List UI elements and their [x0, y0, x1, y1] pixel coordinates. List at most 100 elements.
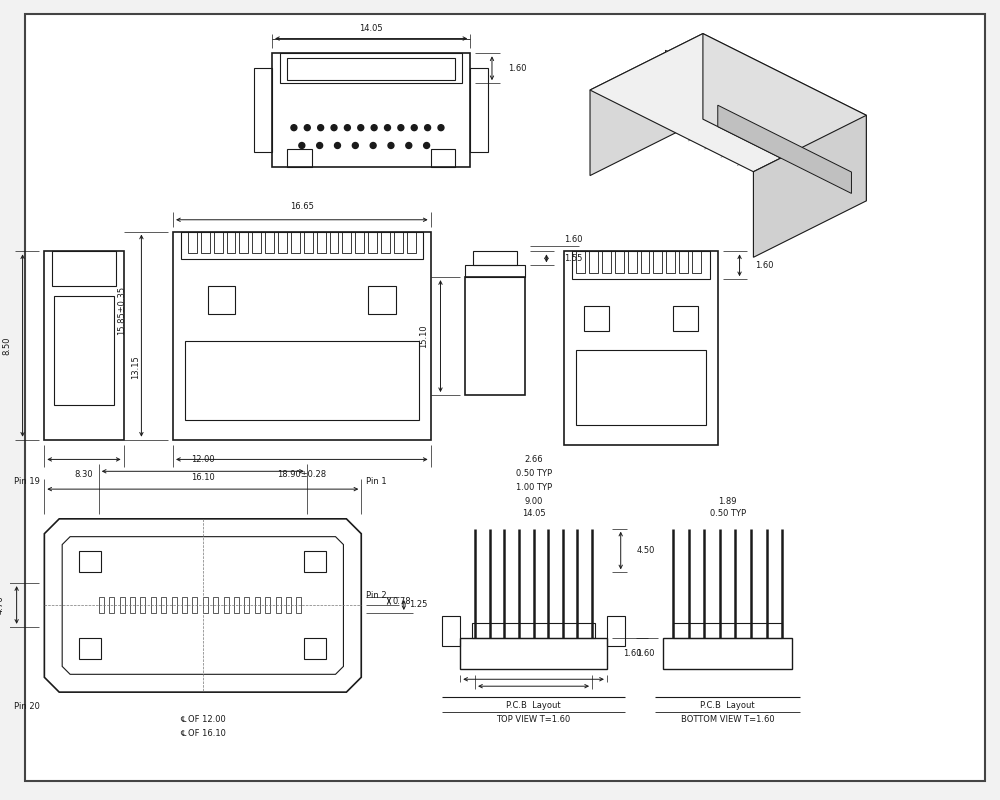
Text: 4.50: 4.50	[637, 546, 655, 555]
Bar	[739, 82, 756, 99]
Text: 15.10: 15.10	[419, 324, 428, 348]
Text: P.C.B  Layout: P.C.B Layout	[506, 701, 561, 710]
Bar	[431, 150, 455, 167]
Bar	[653, 251, 662, 274]
Bar	[472, 623, 595, 638]
Bar	[296, 597, 301, 613]
Bar	[244, 597, 249, 613]
Circle shape	[344, 125, 350, 130]
Bar	[584, 306, 609, 330]
Bar	[368, 286, 396, 314]
Bar	[576, 251, 585, 274]
Bar	[692, 251, 701, 274]
Text: 12.00: 12.00	[191, 455, 215, 464]
Bar	[470, 68, 488, 153]
Bar	[276, 597, 281, 613]
Bar	[214, 232, 223, 254]
Bar	[641, 251, 649, 274]
Text: 0.50 TYP: 0.50 TYP	[516, 469, 552, 478]
Bar	[52, 251, 116, 286]
Text: P.C.B  Layout: P.C.B Layout	[700, 701, 755, 710]
Bar	[679, 251, 688, 274]
Circle shape	[371, 125, 377, 130]
Bar	[161, 597, 166, 613]
Text: 0.50 TYP: 0.50 TYP	[710, 510, 746, 518]
Bar	[355, 232, 364, 254]
Bar	[79, 638, 101, 659]
Bar	[151, 597, 156, 613]
Bar	[203, 597, 208, 613]
Bar	[607, 616, 625, 646]
Polygon shape	[703, 34, 866, 201]
Bar	[272, 54, 470, 167]
Bar	[44, 251, 124, 440]
Bar	[394, 232, 403, 254]
Text: 4.76: 4.76	[0, 596, 4, 614]
Text: 15.85±0.35: 15.85±0.35	[117, 286, 126, 335]
Text: Pin 1: Pin 1	[366, 477, 387, 486]
Circle shape	[358, 125, 364, 130]
Bar	[192, 597, 197, 613]
Text: Pin 2: Pin 2	[366, 591, 387, 600]
Circle shape	[317, 142, 323, 149]
Bar	[465, 266, 525, 278]
Bar	[120, 597, 125, 613]
Polygon shape	[753, 115, 866, 258]
Bar	[227, 232, 235, 254]
Bar	[442, 616, 460, 646]
Bar	[252, 232, 261, 254]
Bar	[368, 232, 377, 254]
Text: 9.00: 9.00	[524, 497, 543, 506]
Text: 14.05: 14.05	[359, 24, 383, 33]
Bar	[564, 251, 718, 445]
Text: 1.55: 1.55	[564, 254, 583, 263]
Bar	[673, 623, 782, 638]
Text: 16.10: 16.10	[191, 473, 215, 482]
Bar	[54, 296, 114, 405]
Bar	[304, 638, 326, 659]
Text: 18.90±0.28: 18.90±0.28	[277, 470, 326, 478]
Bar	[666, 251, 675, 274]
Circle shape	[331, 125, 337, 130]
Text: BOTTOM VIEW T=1.60: BOTTOM VIEW T=1.60	[681, 715, 774, 724]
Bar	[99, 597, 104, 613]
Bar	[280, 54, 462, 83]
Bar	[381, 232, 390, 254]
Bar	[109, 597, 114, 613]
Bar	[234, 597, 239, 613]
Circle shape	[352, 142, 358, 149]
Text: ℄ OF 16.10: ℄ OF 16.10	[180, 730, 226, 738]
Bar	[572, 251, 710, 279]
Bar	[208, 286, 235, 314]
Text: 16.65: 16.65	[290, 202, 314, 211]
Text: Pin 20: Pin 20	[14, 702, 39, 711]
Bar	[465, 278, 525, 395]
Text: 1.60: 1.60	[623, 649, 642, 658]
Bar	[224, 597, 229, 613]
Bar	[79, 550, 101, 572]
Text: TOP VIEW T=1.60: TOP VIEW T=1.60	[496, 715, 571, 724]
Circle shape	[438, 125, 444, 130]
Bar	[473, 251, 517, 266]
Bar	[130, 597, 135, 613]
Circle shape	[318, 125, 324, 130]
Circle shape	[299, 142, 305, 149]
Circle shape	[304, 125, 310, 130]
Bar	[615, 251, 624, 274]
Text: 1.89: 1.89	[718, 497, 737, 506]
Circle shape	[335, 142, 340, 149]
Bar	[182, 597, 187, 613]
Bar	[181, 232, 423, 259]
Bar	[602, 251, 611, 274]
Bar	[407, 232, 416, 254]
Text: 14.05: 14.05	[522, 510, 545, 518]
Circle shape	[398, 125, 404, 130]
Bar	[140, 597, 145, 613]
Text: 1.00 TYP: 1.00 TYP	[516, 482, 552, 492]
Bar	[239, 232, 248, 254]
Text: 1.60: 1.60	[508, 64, 526, 73]
Bar	[173, 232, 431, 440]
Bar	[330, 232, 338, 254]
Bar	[317, 232, 326, 254]
Circle shape	[406, 142, 412, 149]
